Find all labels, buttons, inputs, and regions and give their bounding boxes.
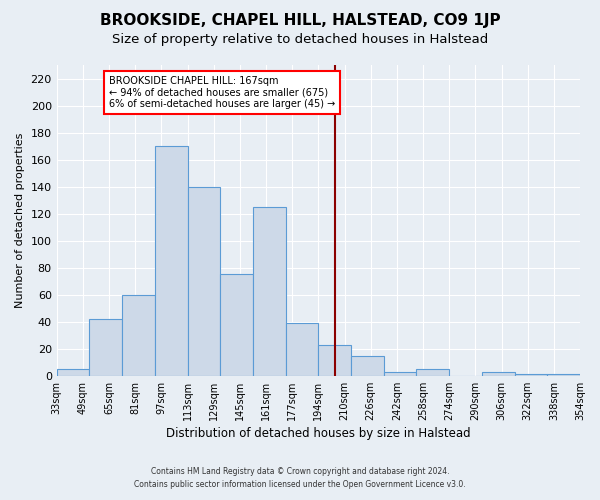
Bar [416, 369, 449, 376]
Bar [253, 207, 286, 376]
Bar [122, 294, 155, 376]
X-axis label: Distribution of detached houses by size in Halstead: Distribution of detached houses by size … [166, 427, 470, 440]
Text: Size of property relative to detached houses in Halstead: Size of property relative to detached ho… [112, 32, 488, 46]
Bar [515, 374, 547, 376]
Text: Contains HM Land Registry data © Crown copyright and database right 2024.: Contains HM Land Registry data © Crown c… [151, 467, 449, 476]
Bar [220, 274, 253, 376]
Y-axis label: Number of detached properties: Number of detached properties [15, 132, 25, 308]
Bar [56, 369, 89, 376]
Bar [187, 186, 220, 376]
Bar [351, 356, 384, 376]
Text: BROOKSIDE, CHAPEL HILL, HALSTEAD, CO9 1JP: BROOKSIDE, CHAPEL HILL, HALSTEAD, CO9 1J… [100, 12, 500, 28]
Bar [384, 372, 416, 376]
Bar [286, 323, 319, 376]
Bar [155, 146, 187, 376]
Bar [319, 344, 351, 376]
Bar [89, 319, 122, 376]
Bar [547, 374, 580, 376]
Text: Contains public sector information licensed under the Open Government Licence v3: Contains public sector information licen… [134, 480, 466, 489]
Text: BROOKSIDE CHAPEL HILL: 167sqm
← 94% of detached houses are smaller (675)
6% of s: BROOKSIDE CHAPEL HILL: 167sqm ← 94% of d… [109, 76, 335, 109]
Bar [482, 372, 515, 376]
